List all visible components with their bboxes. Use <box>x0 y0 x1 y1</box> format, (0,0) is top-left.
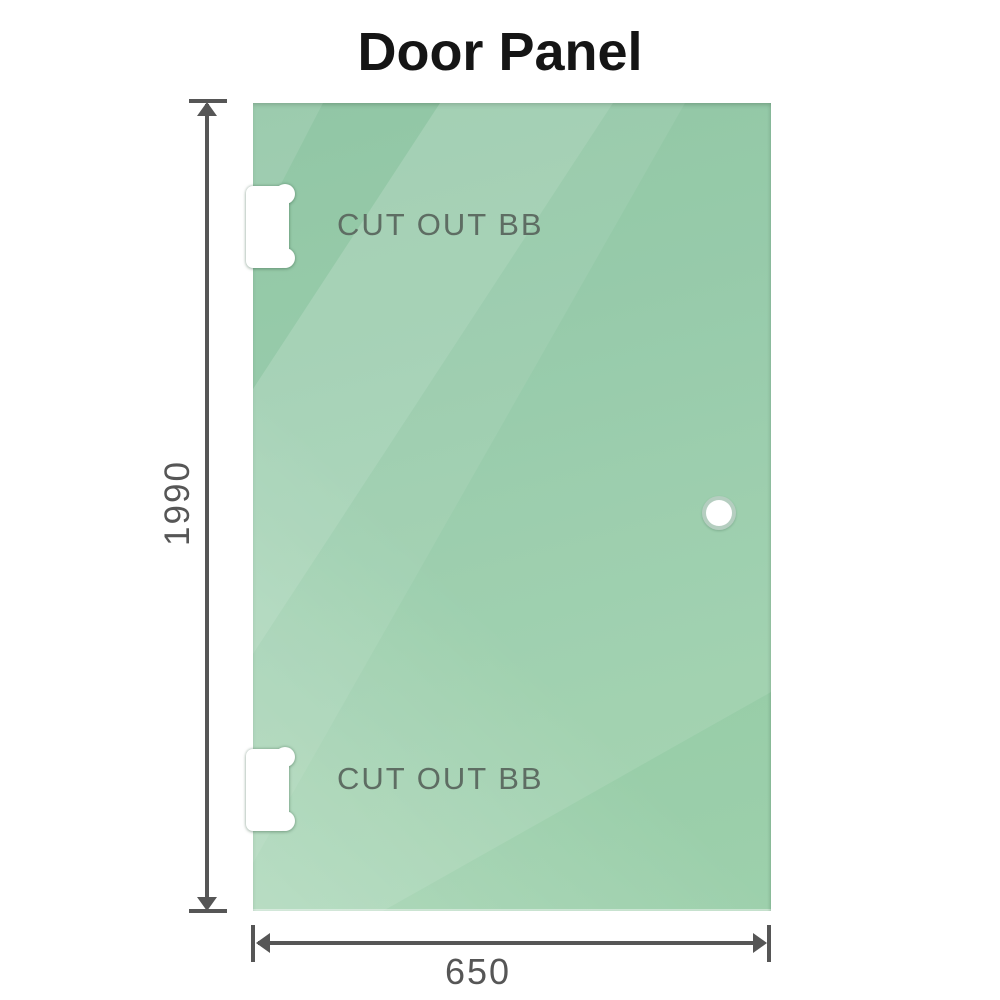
width-extension-tick-left <box>251 925 255 962</box>
height-extension-cap-top <box>189 99 227 103</box>
width-dimension-label: 650 <box>444 951 512 992</box>
width-extension-tick-right <box>767 925 771 962</box>
height-extension-cap-bottom <box>189 909 227 913</box>
door-panel-glass: CUT OUT BB CUT OUT BB <box>246 103 771 911</box>
hinge-cutout-bottom <box>246 747 295 831</box>
arrow-down-icon <box>197 897 217 911</box>
page-title: Door Panel <box>357 22 643 82</box>
cutout-label-bottom: CUT OUT BB <box>337 761 544 796</box>
arrow-left-icon <box>256 933 270 953</box>
height-dimension-label: 1990 <box>158 460 197 546</box>
glass-reflection <box>253 103 771 911</box>
hinge-cutout-top <box>246 184 295 268</box>
width-dimension-line <box>258 941 764 945</box>
handle-hole <box>702 496 736 530</box>
arrow-right-icon <box>753 933 767 953</box>
height-dimension-line <box>205 104 209 908</box>
arrow-up-icon <box>197 102 217 116</box>
cutout-label-top: CUT OUT BB <box>337 207 544 242</box>
